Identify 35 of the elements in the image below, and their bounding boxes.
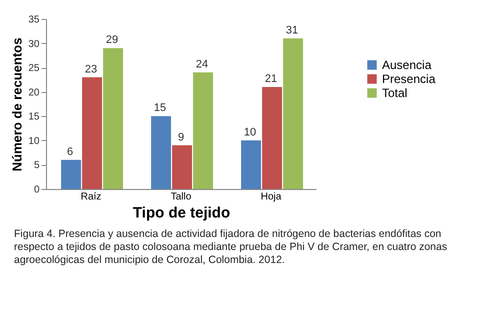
legend-label: Total — [382, 86, 408, 100]
bar — [151, 116, 172, 189]
data-label: 23 — [84, 63, 98, 76]
data-label: 10 — [244, 126, 256, 138]
data-label: 24 — [196, 58, 208, 70]
bar — [82, 77, 102, 189]
data-label: 6 — [66, 146, 74, 158]
bar — [241, 140, 262, 189]
y-tick-label: 20 — [28, 87, 40, 98]
y-tick-label: 0 — [34, 184, 40, 196]
legend-label: Ausencia — [382, 58, 432, 72]
bar — [172, 145, 192, 189]
data-label: 29 — [106, 34, 118, 46]
bar — [193, 72, 214, 189]
y-tick-label: 10 — [28, 136, 40, 147]
data-label: 15 — [154, 102, 166, 114]
data-label: 9 — [178, 131, 184, 144]
bar — [103, 48, 124, 189]
data-label: 31 — [286, 24, 298, 36]
y-tick-label: 15 — [28, 112, 40, 123]
x-axis-title: Tipo de tejido — [132, 204, 230, 222]
data-label: 21 — [264, 73, 278, 85]
bar — [262, 87, 282, 189]
x-tick-label: Hoja — [260, 192, 282, 202]
y-axis-title: Número de recuentos — [9, 38, 24, 172]
bar — [283, 38, 304, 189]
legend-label: Presencia — [382, 72, 436, 86]
y-tick-label: 35 — [28, 14, 40, 26]
y-tick-label: 30 — [28, 38, 40, 50]
y-tick-label: 25 — [28, 63, 40, 74]
x-tick-label: Raíz — [80, 192, 102, 202]
bar — [61, 160, 82, 189]
text: Figura 4. Presencia y ausencia de actividad fijadora de nitrógeno de bacterias endófitas con respecto a tejidos de pasto colosoana mediante prueba de Phi V de Cramer, en cuatro zonas agroecológicas del municipio de Corozal, Colombia. 2012. — [14, 228, 448, 267]
x-tick-label: Tallo — [170, 192, 192, 202]
y-tick-label: 5 — [34, 160, 40, 172]
